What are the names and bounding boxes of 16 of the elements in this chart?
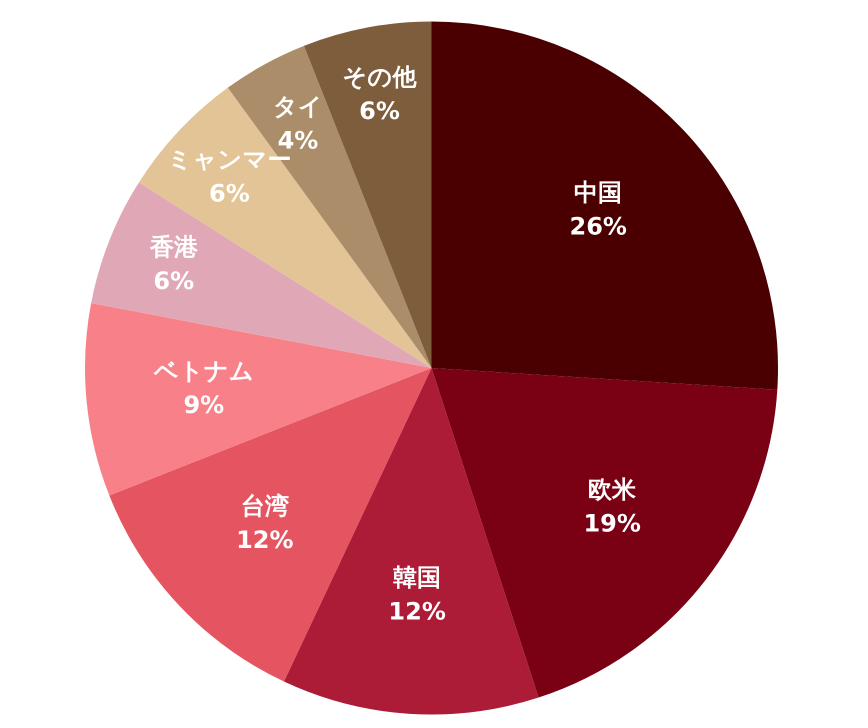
data-label: 19% (583, 509, 641, 538)
slice-label: 韓国 (393, 563, 442, 592)
data-label: 12% (388, 597, 446, 626)
slice-label: 香港 (148, 233, 199, 262)
data-label: 6% (359, 96, 400, 125)
data-label: 6% (209, 179, 250, 208)
slice-label: 中国 (574, 178, 622, 207)
data-label: 12% (236, 526, 294, 554)
data-label: 26% (569, 212, 627, 241)
data-label: 9% (183, 390, 224, 419)
slice-label: その他 (342, 62, 418, 91)
slice-label: 台湾 (240, 492, 289, 520)
slice-label: ベトナム (152, 356, 254, 385)
data-label: 6% (153, 267, 194, 296)
slice-label: タイ (272, 92, 323, 120)
slice-label: 欧米 (588, 475, 638, 504)
